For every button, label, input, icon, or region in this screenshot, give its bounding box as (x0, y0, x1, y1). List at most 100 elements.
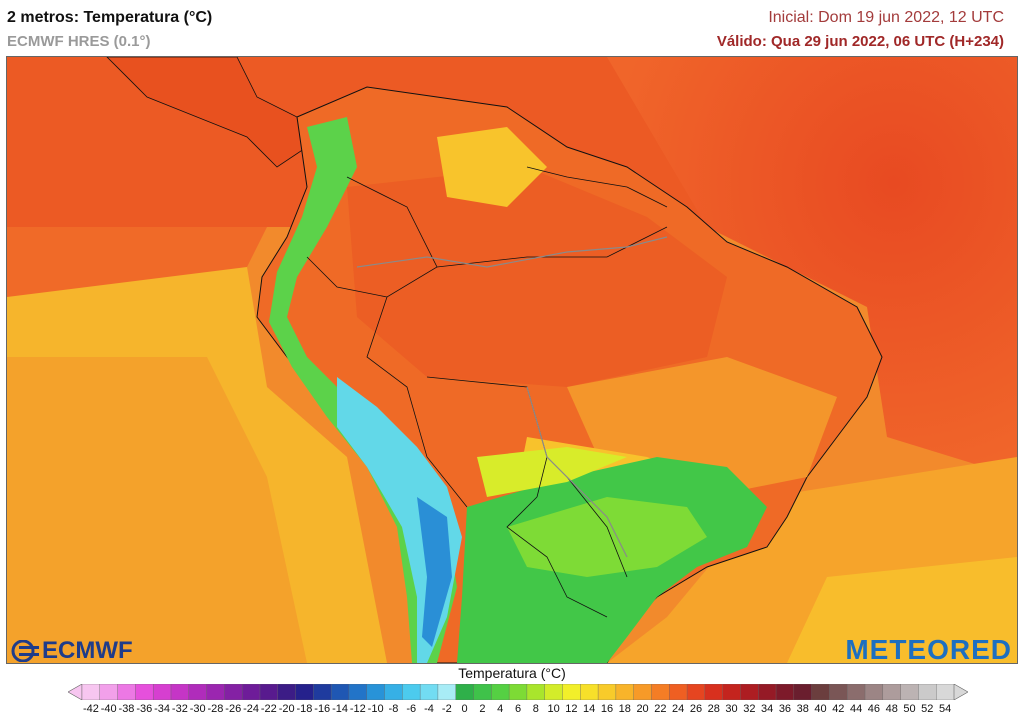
ecmwf-mark-icon (11, 640, 39, 662)
legend-swatch (277, 684, 297, 700)
legend-tick-label: 48 (885, 703, 898, 715)
legend-swatch (330, 684, 350, 700)
legend-swatch (758, 684, 777, 700)
legend-tick-label: 8 (532, 703, 539, 715)
legend-tick-label: -14 (332, 703, 348, 715)
legend-swatch (117, 684, 137, 700)
legend-tick-label: 42 (832, 703, 845, 715)
legend-tick-label: 6 (514, 703, 522, 715)
legend-tick-label: 0 (461, 703, 468, 715)
legend-swatch (651, 684, 670, 700)
legend-swatch (81, 684, 101, 700)
legend-tick-label: 36 (778, 703, 792, 715)
country-borders (306, 166, 668, 618)
valid-time: Válido: Qua 29 jun 2022, 06 UTC (H+234) (716, 33, 1004, 50)
legend-swatch (864, 684, 884, 700)
ecmwf-logo: ECMWF (10, 637, 133, 665)
temperature-map[interactable] (6, 56, 1018, 664)
legend-title: Temperatura (°C) (458, 665, 566, 681)
map-header: 2 metros: Temperatura (°C) ECMWF HRES (0… (0, 0, 1024, 56)
legend-tick-label: 2 (479, 703, 486, 715)
legend-tick-label: 32 (743, 703, 756, 715)
legend-tick-label: -36 (136, 703, 153, 715)
legend-tick-label: -32 (171, 703, 188, 715)
ecmwf-logo-text: ECMWF (42, 637, 133, 664)
legend-swatch (419, 684, 439, 700)
model-name: ECMWF HRES (0.1°) (7, 33, 151, 50)
legend-tick-label: -38 (118, 703, 135, 715)
legend-swatch (633, 684, 653, 700)
legend-tick-label: -10 (367, 703, 384, 715)
legend-tick-label: 54 (938, 703, 952, 715)
legend-swatch (224, 684, 243, 700)
legend-swatch (99, 684, 119, 700)
legend-tick-label: -6 (406, 703, 417, 715)
legend-swatch (704, 684, 724, 700)
legend-swatch (188, 684, 208, 700)
legend-swatch (366, 684, 386, 700)
legend-swatch (135, 684, 154, 700)
legend-tick-label: -42 (82, 703, 99, 715)
legend-swatch (562, 684, 581, 700)
legend-swatch (847, 684, 866, 700)
legend-swatch (936, 684, 955, 700)
legend-swatch (811, 684, 831, 700)
legend-tick-label: 4 (497, 703, 504, 715)
legend-tick-label: -30 (189, 703, 206, 715)
legend-tick-label: 18 (618, 703, 631, 715)
legend-swatch (686, 684, 706, 700)
legend-tick-label: 12 (565, 703, 578, 715)
legend-tick-label: 24 (672, 703, 685, 715)
legend-tick-label: 26 (689, 703, 703, 715)
legend-tick-label: -8 (388, 703, 399, 715)
legend-tick-label: -40 (100, 703, 117, 715)
legend-swatch (900, 684, 920, 700)
legend-tick-label: -16 (314, 703, 331, 715)
meteored-logo: METEORED (845, 634, 1012, 665)
legend-swatch (152, 684, 172, 700)
legend-swatch (918, 684, 937, 700)
legend-swatch (615, 684, 635, 700)
legend-tick-label: 10 (547, 703, 560, 715)
legend-tick-label: -26 (225, 703, 242, 715)
central-america (106, 57, 308, 168)
legend-tick-label: 44 (849, 703, 863, 715)
legend-tick-label: -34 (154, 703, 171, 715)
legend-tick-label: 28 (707, 703, 720, 715)
legend-swatch (882, 684, 902, 700)
legend-swatch (384, 684, 404, 700)
legend-swatch (597, 684, 617, 700)
legend-tick-labels: -42 -40 -38 -36 -34 -32 -30 -28 -26 -24 -22 -20 -18-… (68, 703, 968, 717)
legend-swatch (402, 684, 421, 700)
legend-tick-label: 34 (761, 703, 774, 715)
legend-swatch (206, 684, 226, 700)
legend-swatch (669, 684, 688, 700)
legend-swatch (259, 684, 279, 700)
legend-swatch (508, 684, 528, 700)
legend-tick-label: -12 (349, 703, 366, 715)
legend-tick-label: 22 (654, 703, 667, 715)
legend-swatch (740, 684, 759, 700)
initial-time: Inicial: Dom 19 jun 2022, 12 UTC (768, 9, 1004, 26)
legend-tick-label: 46 (867, 703, 881, 715)
legend-tick-label: 30 (725, 703, 738, 715)
legend-tick-label: -18 (296, 703, 313, 715)
legend-tick-label: 38 (796, 703, 809, 715)
map-canvas (7, 57, 1017, 663)
legend-swatch (580, 684, 599, 700)
legend-tick-label: -22 (260, 703, 277, 715)
legend-tick-label: -2 (441, 703, 452, 715)
legend-tick-label: 16 (600, 703, 614, 715)
legend-swatch (829, 684, 848, 700)
legend-tick-label: 14 (583, 703, 596, 715)
legend-swatch (775, 684, 795, 700)
legend-tick-label: -24 (243, 703, 259, 715)
legend-tick-label: -20 (278, 703, 295, 715)
legend-swatch (544, 684, 564, 700)
legend-swatch (313, 684, 332, 700)
legend-colorbar (68, 684, 968, 700)
legend-swatch (348, 684, 368, 700)
legend-swatch (295, 684, 315, 700)
legend-tick-label: -4 (424, 703, 434, 715)
legend-tick-label: -28 (207, 703, 224, 715)
